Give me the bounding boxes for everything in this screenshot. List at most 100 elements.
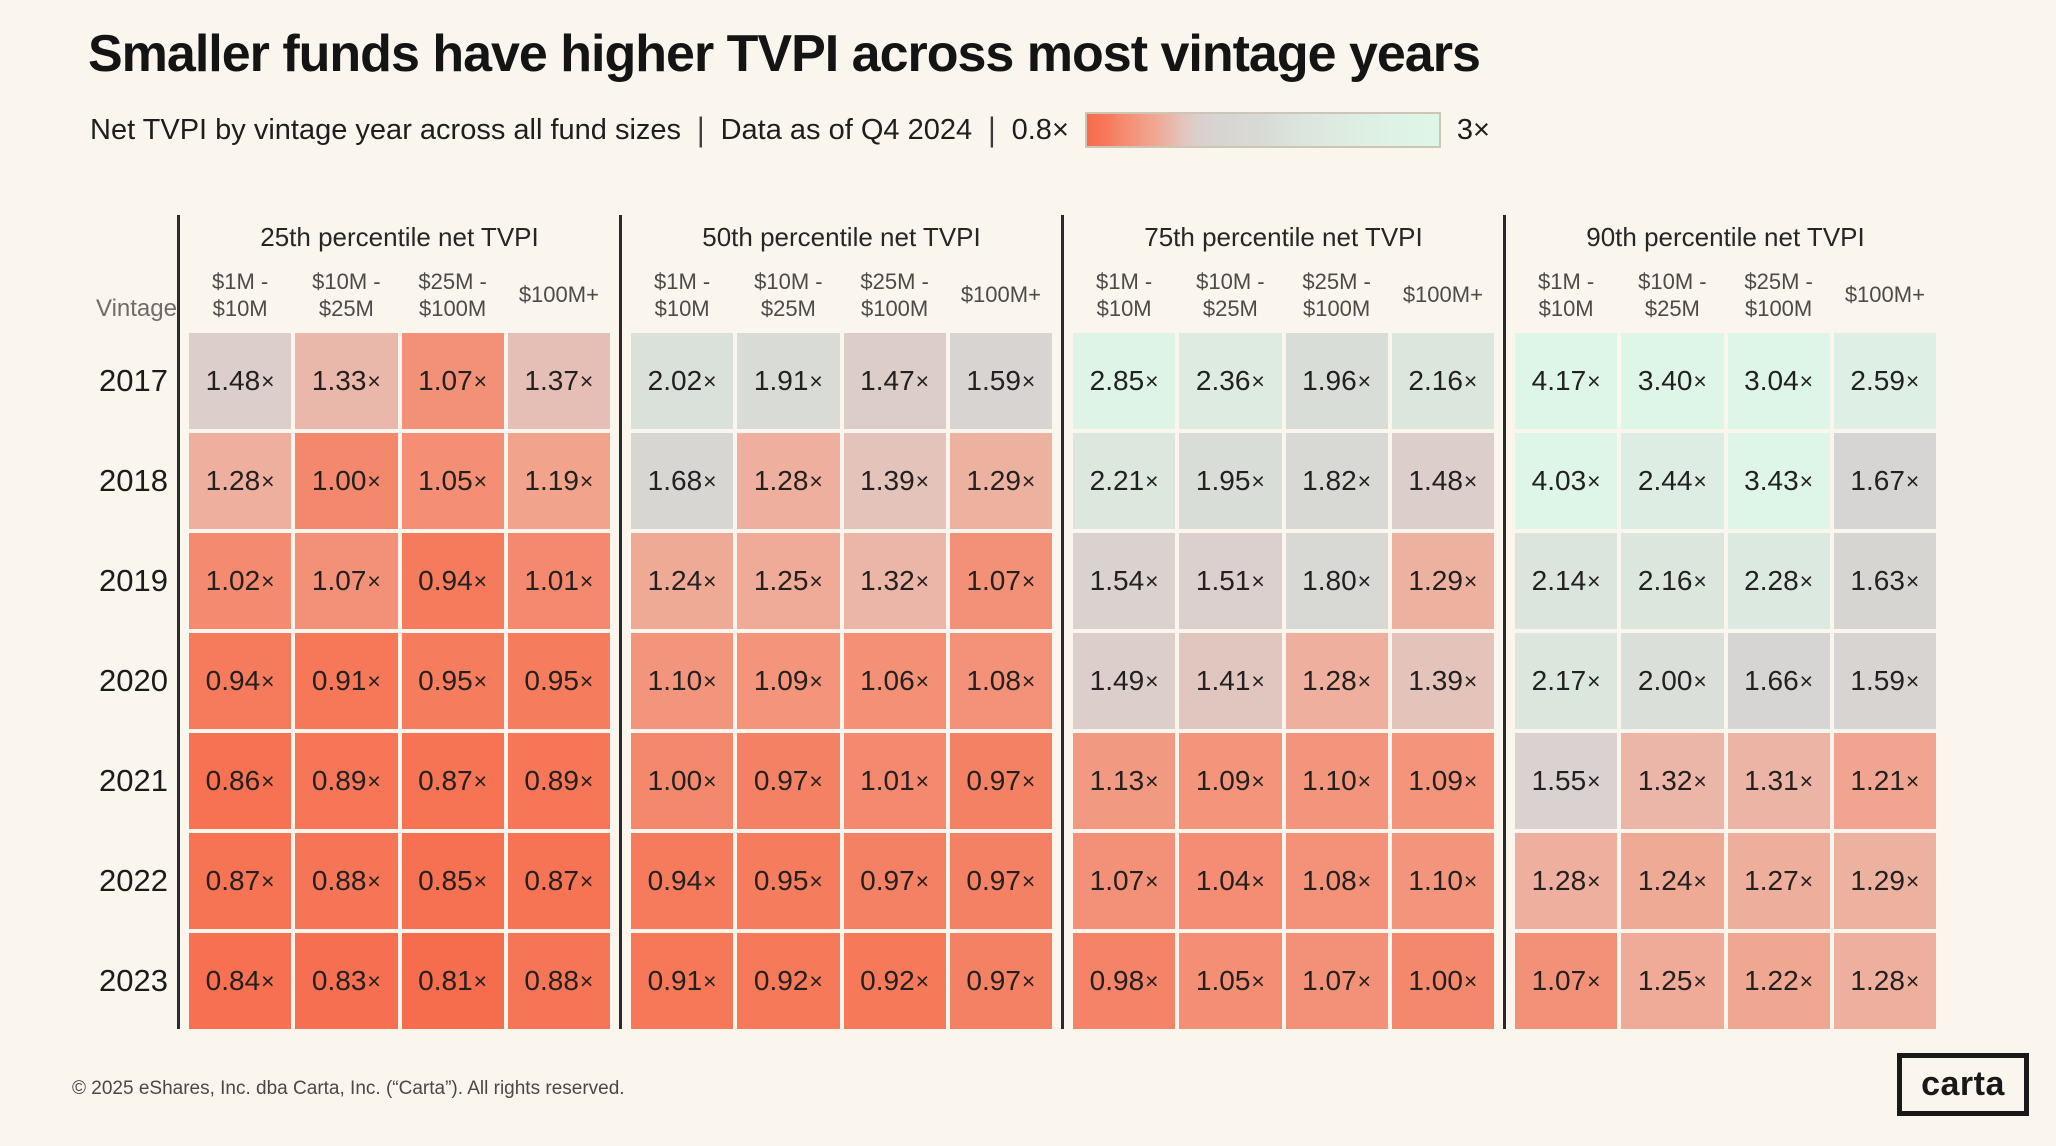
cell-value-suffix: × xyxy=(1145,967,1159,994)
legend-max-label: 3× xyxy=(1456,113,1490,146)
cell-value-suffix: × xyxy=(579,667,594,694)
fund-size-headers: $1M - $10M $10M - $25M $25M - $100M $100M+ xyxy=(189,259,610,333)
cell-value: 1.00 xyxy=(311,465,367,496)
heatmap-cell: 1.07 × xyxy=(1285,933,1388,1029)
cell-value-suffix: × xyxy=(1905,367,1920,394)
cell-value-suffix: × xyxy=(1799,367,1814,394)
heatmap-cell: 1.59 × xyxy=(1833,633,1936,729)
heatmap-cell: 0.92 × xyxy=(737,933,840,1029)
cell-value: 2.28 xyxy=(1744,565,1799,596)
cell-value: 1.24 xyxy=(1637,865,1693,896)
cell-value-suffix: × xyxy=(261,367,275,394)
cell-value: 1.28 xyxy=(1531,865,1587,896)
cell-value-suffix: × xyxy=(473,667,488,694)
heatmap-cell: 1.96 × xyxy=(1285,333,1388,429)
cell-value: 1.25 xyxy=(753,565,809,596)
cell-value-suffix: × xyxy=(1905,867,1920,894)
heatmap-cell: 0.97 × xyxy=(737,733,840,829)
heatmap-cell: 1.68 × xyxy=(631,433,734,529)
fund-size-headers: $1M - $10M $10M - $25M $25M - $100M $100M+ xyxy=(1515,259,1936,333)
fund-size-header: $10M - $25M xyxy=(1196,268,1265,322)
cell-value: 0.97 xyxy=(966,965,1021,996)
cell-value: 1.55 xyxy=(1531,765,1587,796)
fund-size-header: $100M+ xyxy=(1402,282,1483,308)
cell-value-suffix: × xyxy=(703,867,717,894)
cell-value-suffix: × xyxy=(1145,367,1159,394)
cell-value-suffix: × xyxy=(809,967,823,994)
heatmap-cell: 1.01 × xyxy=(507,533,610,629)
heatmap-cell: 0.86 × xyxy=(189,733,292,829)
fund-size-headers: $1M - $10M $10M - $25M $25M - $100M $100M+ xyxy=(631,259,1052,333)
heatmap-cell: 1.01 × xyxy=(843,733,946,829)
cell-value-suffix: × xyxy=(1357,967,1372,994)
heatmap-cell: 1.59 × xyxy=(949,333,1052,429)
cell-value: 2.14 xyxy=(1531,565,1587,596)
cell-value-suffix: × xyxy=(473,567,488,594)
heatmap-cell: 1.32 × xyxy=(843,533,946,629)
cell-value-suffix: × xyxy=(1251,467,1265,494)
heatmap-cell: 1.09 × xyxy=(737,633,840,729)
heatmap-cell: 1.27 × xyxy=(1727,833,1830,929)
heatmap-cell: 0.94 × xyxy=(401,533,504,629)
heatmap-cell: 0.84 × xyxy=(189,933,292,1029)
cell-value-suffix: × xyxy=(703,767,717,794)
cell-value: 1.39 xyxy=(860,465,915,496)
cell-value: 2.17 xyxy=(1531,665,1587,696)
fund-size-header: $100M+ xyxy=(1844,282,1925,308)
heatmap-cell: 1.10 × xyxy=(1285,733,1388,829)
cell-value-suffix: × xyxy=(473,367,488,394)
vintage-column: 2017 2018 2019 2020 2021 2022 2023 xyxy=(90,333,177,1029)
cell-value: 1.63 xyxy=(1850,565,1905,596)
heatmap-cell: 2.21 × xyxy=(1073,433,1176,529)
fund-size-header: $100M+ xyxy=(518,282,599,308)
cell-value: 0.87 xyxy=(524,865,579,896)
heatmap-cells: 2.02 × 1.91 × 1.47 × 1.59 × 1.68 × 1.28 × 1.39 × 1.29 ×… xyxy=(631,333,1052,1029)
cell-value: 0.86 xyxy=(205,765,261,796)
fund-size-header: $100M+ xyxy=(960,282,1041,308)
heatmap-cells: 4.17 × 3.40 × 3.04 × 2.59 × 4.03 × 2.44 × 3.43 × 1.67 ×… xyxy=(1515,333,1936,1029)
cell-value-suffix: × xyxy=(1463,467,1478,494)
fund-size-header: $10M - $25M xyxy=(1638,268,1707,322)
cell-value: 1.95 xyxy=(1195,465,1251,496)
cell-value-suffix: × xyxy=(1021,467,1036,494)
cell-value-suffix: × xyxy=(1799,567,1814,594)
heatmap-cell: 1.39 × xyxy=(843,433,946,529)
cell-value-suffix: × xyxy=(809,767,823,794)
heatmap-cell: 1.47 × xyxy=(843,333,946,429)
cell-value-suffix: × xyxy=(1799,967,1814,994)
cell-value: 2.21 xyxy=(1089,465,1145,496)
heatmap-cell: 1.07 × xyxy=(401,333,504,429)
cell-value-suffix: × xyxy=(1357,567,1372,594)
heatmap-cell: 1.82 × xyxy=(1285,433,1388,529)
heatmap-cell: 1.80 × xyxy=(1285,533,1388,629)
heatmap-cell: 1.05 × xyxy=(1179,933,1282,1029)
cell-value: 1.05 xyxy=(418,465,473,496)
cell-value: 1.37 xyxy=(524,365,579,396)
heatmap-cell: 2.28 × xyxy=(1727,533,1830,629)
cell-value-suffix: × xyxy=(703,467,717,494)
cell-value-suffix: × xyxy=(1357,667,1372,694)
fund-size-header: $25M - $100M xyxy=(1302,268,1371,322)
heatmap-cell: 2.59 × xyxy=(1833,333,1936,429)
cell-value-suffix: × xyxy=(703,367,717,394)
heatmap-cell: 1.10 × xyxy=(1391,833,1494,929)
cell-value: 1.54 xyxy=(1089,565,1145,596)
cell-value: 2.02 xyxy=(647,365,703,396)
cell-value-suffix: × xyxy=(261,467,275,494)
chart-subtitle: Net TVPI by vintage year across all fund… xyxy=(90,111,1490,148)
cell-value: 0.98 xyxy=(1089,965,1145,996)
vintage-year-label: 2017 xyxy=(99,363,168,398)
cell-value: 1.10 xyxy=(1302,765,1357,796)
cell-value-suffix: × xyxy=(1905,767,1920,794)
cell-value: 0.87 xyxy=(418,765,473,796)
fund-size-header: $1M - $10M xyxy=(1538,268,1595,322)
cell-value-suffix: × xyxy=(1021,667,1036,694)
fund-size-headers: $1M - $10M $10M - $25M $25M - $100M $100M+ xyxy=(1073,259,1494,333)
heatmap-cell: 4.03 × xyxy=(1515,433,1618,529)
subtitle-text: Net TVPI by vintage year across all fund… xyxy=(90,113,682,146)
cell-value-suffix: × xyxy=(915,667,930,694)
cell-value-suffix: × xyxy=(1357,767,1372,794)
heatmap-cell: 0.88 × xyxy=(295,833,398,929)
heatmap-cell: 0.87 × xyxy=(507,833,610,929)
cell-value-suffix: × xyxy=(1693,567,1707,594)
